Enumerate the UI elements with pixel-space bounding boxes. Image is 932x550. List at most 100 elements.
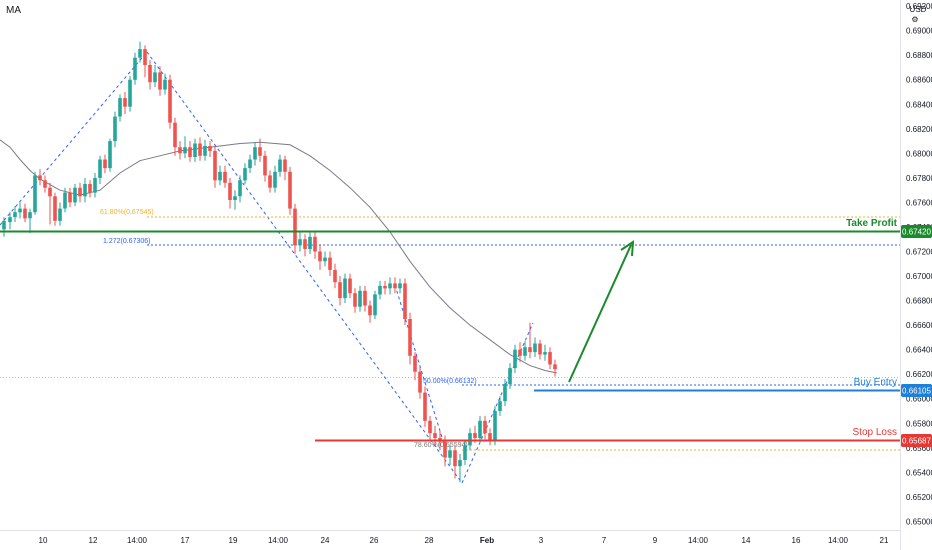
candle[interactable]: [543, 344, 547, 361]
candle[interactable]: [213, 146, 217, 188]
time-axis[interactable]: 10 12 14:00 17 19 14:00 24 26 28 Feb 3 7 9 14:00 14 16 1…: [39, 536, 889, 545]
candle[interactable]: [553, 359, 557, 377]
buy-entry-level[interactable]: Buy Entry 0.66105: [534, 377, 932, 397]
candle[interactable]: [413, 352, 417, 381]
candle[interactable]: [368, 300, 372, 323]
candle[interactable]: [548, 347, 552, 370]
candle[interactable]: [513, 344, 517, 373]
candle[interactable]: [318, 245, 322, 270]
candle[interactable]: [423, 386, 427, 427]
fibonacci-drawings[interactable]: 61.80%(0.67545) 1.272(0.67306) 50.00%(0.…: [0, 51, 900, 484]
candle[interactable]: [373, 290, 377, 319]
candle[interactable]: [248, 154, 252, 173]
candle[interactable]: [358, 285, 362, 312]
candle[interactable]: [468, 428, 472, 451]
candle[interactable]: [108, 138, 112, 172]
candle[interactable]: [418, 366, 422, 399]
candle[interactable]: [18, 202, 22, 219]
candle[interactable]: [193, 138, 197, 162]
projection-arrow[interactable]: [568, 240, 635, 383]
candle[interactable]: [98, 155, 102, 184]
candle[interactable]: [48, 182, 52, 225]
candle[interactable]: [103, 154, 107, 173]
candle[interactable]: [238, 175, 242, 203]
candle[interactable]: [298, 231, 302, 252]
candle[interactable]: [2, 217, 6, 237]
candlestick-series[interactable]: [2, 41, 557, 483]
candle[interactable]: [188, 141, 192, 162]
candle[interactable]: [448, 445, 452, 465]
candle[interactable]: [68, 187, 72, 208]
candle[interactable]: [153, 65, 157, 88]
candle[interactable]: [253, 142, 257, 166]
candle[interactable]: [148, 60, 152, 90]
candle[interactable]: [198, 137, 202, 161]
candle[interactable]: [308, 231, 312, 254]
candle[interactable]: [178, 141, 182, 160]
candle[interactable]: [58, 202, 62, 226]
candle[interactable]: [218, 165, 222, 186]
candle[interactable]: [383, 280, 387, 295]
candle[interactable]: [428, 415, 432, 441]
candle[interactable]: [283, 155, 287, 181]
candle[interactable]: [23, 203, 27, 223]
candle[interactable]: [293, 203, 297, 254]
candle[interactable]: [323, 251, 327, 267]
candle[interactable]: [223, 165, 227, 188]
candle[interactable]: [73, 184, 77, 207]
candle[interactable]: [183, 136, 187, 159]
candle[interactable]: [538, 339, 542, 360]
candle[interactable]: [488, 428, 492, 446]
take-profit-level[interactable]: Take Profit 0.67420: [0, 218, 932, 238]
candle[interactable]: [508, 363, 512, 389]
candle[interactable]: [453, 445, 457, 479]
candle[interactable]: [333, 263, 337, 289]
fib-leg-recovery[interactable]: [461, 322, 534, 484]
fib-leg-down[interactable]: [146, 51, 463, 484]
candle[interactable]: [498, 396, 502, 416]
candle[interactable]: [38, 169, 42, 186]
candle[interactable]: [493, 406, 497, 446]
candle[interactable]: [533, 337, 537, 357]
abcd-leg[interactable]: [394, 284, 445, 445]
candle[interactable]: [53, 192, 57, 226]
candle[interactable]: [113, 111, 117, 148]
candle[interactable]: [83, 177, 87, 203]
candle[interactable]: [523, 341, 527, 361]
candle[interactable]: [353, 288, 357, 313]
candle[interactable]: [258, 138, 262, 162]
candle[interactable]: [363, 285, 367, 312]
candle[interactable]: [118, 94, 122, 122]
candle[interactable]: [393, 277, 397, 294]
candle[interactable]: [348, 273, 352, 299]
candle[interactable]: [13, 206, 17, 223]
candle[interactable]: [403, 278, 407, 326]
candle[interactable]: [158, 66, 162, 96]
candle[interactable]: [458, 453, 462, 483]
candle[interactable]: [208, 141, 212, 157]
candle[interactable]: [163, 73, 167, 95]
candle[interactable]: [228, 177, 232, 209]
price-scale-settings-icon[interactable]: ⚙: [911, 15, 918, 24]
candle[interactable]: [133, 52, 137, 85]
candle[interactable]: [528, 322, 532, 359]
candle[interactable]: [518, 342, 522, 362]
candle[interactable]: [388, 277, 392, 295]
candle[interactable]: [263, 150, 267, 182]
candle[interactable]: [288, 166, 292, 215]
candle[interactable]: [433, 425, 437, 446]
candle[interactable]: [378, 280, 382, 300]
indicator-label-ma[interactable]: MA: [6, 5, 21, 16]
candle[interactable]: [303, 234, 307, 257]
fib-leg-up[interactable]: [0, 51, 148, 226]
candle[interactable]: [123, 92, 127, 115]
candle[interactable]: [278, 154, 282, 177]
stop-loss-level[interactable]: Stop Loss 0.65687: [315, 427, 932, 447]
candle[interactable]: [343, 273, 347, 303]
candle[interactable]: [8, 212, 12, 230]
candle[interactable]: [128, 76, 132, 112]
candle[interactable]: [478, 415, 482, 443]
candle[interactable]: [398, 278, 402, 294]
